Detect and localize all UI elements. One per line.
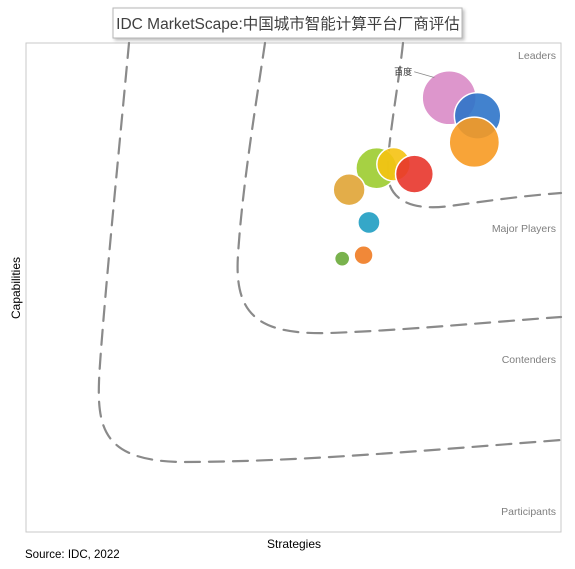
vendor-bubble	[332, 173, 366, 207]
bubble-label-leader	[414, 71, 435, 78]
bubble-label: 百度	[394, 66, 412, 77]
y-axis-label: Capabilities	[9, 257, 23, 319]
source-note: Source: IDC, 2022	[25, 549, 120, 561]
title-box: IDC MarketScape:中国城市智能计算平台厂商评估	[112, 7, 463, 39]
vendor-bubble	[333, 250, 351, 267]
segment-boundaries	[97, 41, 563, 464]
vendor-bubble	[448, 116, 501, 169]
contenders-boundary	[97, 41, 563, 464]
zone-label-leaders: Leaders	[518, 50, 556, 62]
chart-title: IDC MarketScape:中国城市智能计算平台厂商评估	[116, 14, 460, 33]
leaders-boundary	[386, 41, 563, 209]
vendor-bubble	[357, 210, 381, 235]
x-axis-label: Strategies	[267, 537, 321, 551]
zone-label-participants: Participants	[501, 506, 556, 518]
bubble-layer: 百度	[332, 66, 502, 267]
vendor-bubble	[394, 154, 435, 194]
vendor-bubble	[353, 245, 374, 266]
zone-label-major-players: Major Players	[492, 223, 556, 235]
major-players-boundary	[236, 41, 563, 335]
zone-label-contenders: Contenders	[502, 354, 556, 366]
